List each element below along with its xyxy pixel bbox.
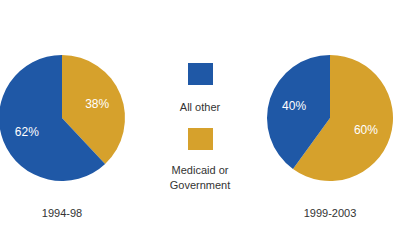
data-label: 60% (354, 123, 378, 137)
pie (267, 55, 393, 181)
legend-label: Medicaid or Government (160, 163, 240, 193)
pie (0, 55, 125, 181)
legend-swatch (188, 128, 213, 150)
data-label: 38% (85, 97, 109, 111)
chart-root: 38% 62% 1994-98 60% 40% 1999-2003 All other Med… (0, 0, 393, 231)
pie-title: 1994-98 (42, 207, 82, 219)
pie-slice (0, 55, 105, 181)
legend-swatch (188, 63, 213, 85)
legend-label: All other (160, 100, 240, 115)
chart-svg: 38% 62% 1994-98 60% 40% 1999-2003 (0, 0, 393, 231)
pie-slice (267, 55, 330, 169)
data-label: 62% (15, 125, 39, 139)
data-label: 40% (282, 99, 306, 113)
pie-title: 1999-2003 (304, 207, 357, 219)
